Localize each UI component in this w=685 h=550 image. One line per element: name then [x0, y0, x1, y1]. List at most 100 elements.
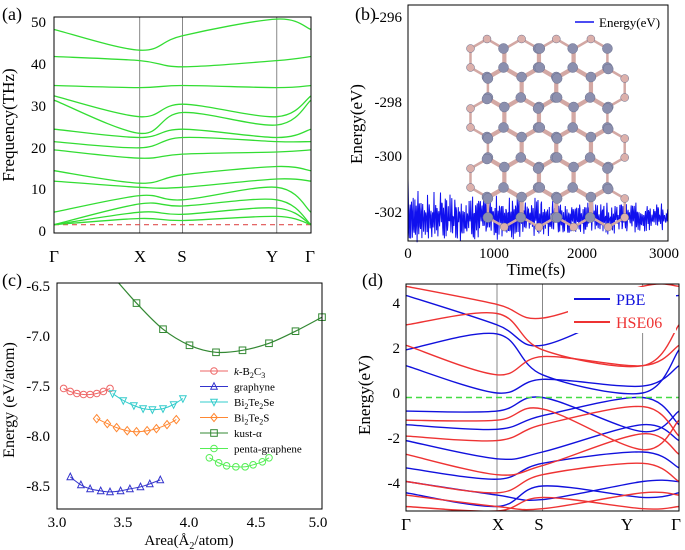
lattice-atom: [516, 213, 526, 223]
lattice-atom: [500, 223, 508, 231]
panel-c-data-point: [157, 476, 164, 483]
panel-d-x-tick: X: [492, 515, 504, 534]
panel-d-y-tick: 4: [393, 296, 401, 312]
lattice-atom: [568, 63, 578, 73]
panel-c-y-tick: -6.5: [26, 279, 50, 295]
lattice-atom: [533, 104, 543, 114]
panel-d-y-axis-label: Energy(eV): [355, 355, 374, 435]
panel-b-legend-label: Energy(eV): [599, 15, 660, 30]
lattice-atom: [603, 124, 613, 134]
lattice-atom: [467, 105, 475, 113]
panel-a-x-tick: Γ: [305, 247, 315, 266]
lattice-atom: [499, 183, 509, 193]
lattice-atom: [467, 64, 475, 72]
panel-c-legend: k-B2C3graphyneBi2Te2SeBi2Te2Skust-αpenta…: [200, 366, 302, 456]
panel-c-legend-label: kust-α: [234, 428, 262, 440]
lattice-atom: [621, 94, 629, 102]
lattice-atom: [467, 165, 475, 173]
lattice-atom: [499, 63, 509, 73]
panel-d-x-tick: Γ: [671, 515, 681, 534]
panel-c-y-axis-label: Energy (eV/atom): [1, 342, 18, 458]
panel-d-x-tick: Γ: [401, 515, 411, 534]
lattice-atom: [499, 123, 509, 133]
lattice-atom: [483, 134, 493, 144]
lattice-atom: [535, 44, 545, 54]
panel-d-x-tick: S: [534, 515, 543, 534]
lattice-atom: [569, 162, 579, 172]
panel-b-y-tick: -296: [375, 10, 403, 26]
lattice-atom: [568, 44, 578, 54]
lattice-atom: [604, 223, 612, 231]
lattice-atom: [499, 162, 509, 172]
lattice-atom: [499, 102, 509, 112]
panel-c-x-axis-label: Area(Å2/atom): [144, 533, 233, 550]
figure: (a) Frequency(THz) 0 10 20 30 40 50 Γ X …: [0, 0, 685, 550]
panel-a-label: (a): [2, 4, 22, 25]
panel-d-label: (d): [362, 270, 383, 291]
panel-a-plot-area: [54, 17, 311, 233]
lattice-atom: [552, 134, 562, 144]
panel-a-x-tick: Y: [266, 247, 278, 266]
lattice-atom: [516, 93, 526, 103]
panel-b-y-tick: -298: [375, 95, 403, 111]
lattice-atom: [568, 123, 578, 133]
lattice-atom: [570, 223, 578, 231]
panel-a-x-tick: X: [134, 247, 146, 266]
panel-c-legend-label: Bi2Te2S: [234, 413, 269, 427]
lattice-atom: [621, 195, 629, 203]
panel-d-y-tick: 0: [393, 386, 401, 402]
lattice-atom: [586, 132, 596, 142]
lattice-atom: [568, 183, 578, 193]
panel-c-x-tick: 4.0: [180, 515, 199, 531]
lattice-atom: [552, 213, 562, 223]
crystal-structure-inset: [467, 35, 629, 231]
panel-c-legend-label: k-B2C3: [234, 366, 265, 380]
panel-b-x-axis-label: Time(fs): [507, 260, 566, 279]
lattice-atom: [533, 164, 543, 174]
lattice-atom: [587, 35, 595, 43]
panel-d-x-tick: Y: [621, 515, 633, 534]
lattice-atom: [517, 72, 527, 82]
panel-b: (b) Energy(eV) -296 -298 -300 -302 0 100…: [347, 4, 679, 279]
lattice-atom: [586, 72, 596, 82]
panel-a-y-tick: 0: [39, 224, 47, 240]
lattice-atom: [602, 164, 612, 174]
panel-d-y-tick: 2: [393, 341, 401, 357]
lattice-atom: [482, 94, 492, 104]
panel-d-y-tick: -4: [388, 476, 401, 492]
lattice-atom: [552, 93, 562, 103]
panel-c-frame: [57, 283, 322, 509]
panel-c-y-tick: -7.5: [26, 379, 50, 395]
panel-c-x-tick: 5.0: [309, 515, 328, 531]
lattice-atom: [586, 192, 596, 202]
panel-c-x-tick: 3.5: [114, 515, 133, 531]
lattice-atom: [499, 44, 509, 54]
panel-c-y-tick: -8.0: [26, 429, 50, 445]
lattice-atom: [621, 214, 629, 222]
lattice-atom: [483, 35, 491, 43]
panel-c-plot-area: [60, 273, 325, 495]
lattice-atom: [467, 45, 475, 53]
lattice-atom: [483, 74, 493, 84]
panel-b-y-tick: -300: [375, 149, 403, 165]
panel-c-x-tick: 4.5: [247, 515, 266, 531]
lattice-atom: [585, 93, 595, 103]
lattice-atom: [535, 183, 545, 193]
lattice-atom: [467, 124, 475, 132]
lattice-atom: [467, 184, 475, 192]
lattice-atom: [585, 153, 595, 163]
lattice-atom: [552, 35, 560, 43]
panel-a-y-axis-label: Frequency(THz): [0, 68, 18, 181]
panel-a-y-tick: 10: [31, 182, 46, 198]
lattice-atom: [516, 153, 526, 163]
panel-c-legend-label: Bi2Te2Se: [234, 397, 274, 411]
panel-b-y-tick: -302: [375, 205, 403, 221]
panel-c-data-point: [67, 473, 74, 480]
panel-d: (d) Energy(eV) 4 2 0 -2 -4 Γ X S Y Γ PBE…: [355, 270, 681, 534]
panel-a-x-tick: Γ: [49, 247, 59, 266]
panel-b-y-axis-label: Energy(eV): [347, 84, 366, 164]
lattice-atom: [603, 64, 613, 74]
panel-c-label: (c): [2, 270, 22, 291]
lattice-atom: [518, 35, 526, 43]
panel-c-series-line: [70, 477, 160, 492]
